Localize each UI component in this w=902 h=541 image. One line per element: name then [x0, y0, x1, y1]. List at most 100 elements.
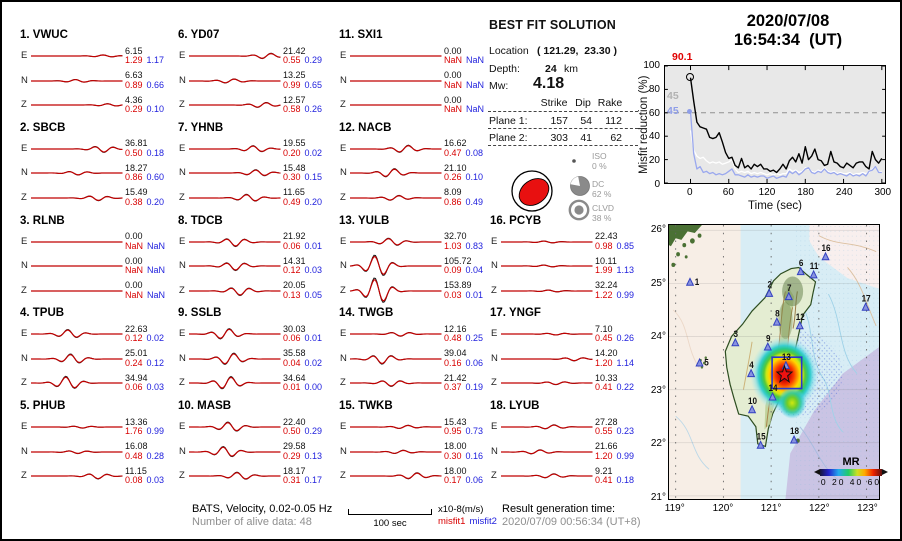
- misfit-values: NaN NaN: [125, 265, 169, 276]
- waveform-trace: [189, 471, 281, 480]
- observed-waveform: [349, 277, 442, 303]
- station-label: 11. SXI1: [339, 29, 383, 41]
- misfit1-value: 0.16: [444, 357, 462, 368]
- component-label: E: [179, 421, 186, 433]
- channel-values: 13.25 0.99 0.65: [281, 69, 327, 91]
- waveform-trace: [188, 376, 281, 390]
- peak-amplitude: 6.63: [125, 70, 143, 80]
- station-block-yngf: 17. YNGF E 7.10 0.45 0.26 N 14.20 1.20 1.14 Z 10.3…: [488, 307, 640, 399]
- peak-amplitude: 36.81: [125, 138, 148, 149]
- channel-values: 22.63 0.12 0.02: [123, 322, 169, 344]
- peak-amplitude: 22.40: [283, 416, 306, 427]
- station-block-tdcb: 8. TDCB E 21.92 0.06 0.01 N 14.31 0.12 0.03 Z 20.0…: [176, 215, 328, 307]
- station-number-label: 10: [748, 396, 757, 407]
- misfit1-value: 1.29: [125, 55, 143, 65]
- misfit-y-axis-label: Misfit reduction (%): [638, 75, 650, 174]
- plane2-label: Plane 2:: [489, 132, 528, 144]
- station-waveform-grid: 1. VWUC E 6.15 1.29 1.17 N 6.63 0.89 0.66 Z 4.36 0.…: [2, 2, 664, 502]
- colorbar-ticks: 0 20 40 60: [820, 477, 882, 487]
- station-block-yulb: 13. YULB E 32.70 1.03 0.83 N 105.72 0.09 0.04 Z 15…: [337, 215, 489, 307]
- channel-values: 34.94 0.06 0.03: [123, 371, 169, 393]
- misfit2-value: 0.60: [146, 172, 165, 183]
- waveform-row-z: Z 4.36 0.29 0.10: [18, 93, 170, 118]
- waveform-row-e: E 22.43 0.98 0.85: [488, 230, 640, 255]
- channel-values: 32.24 1.22 0.99: [593, 279, 639, 301]
- y-tick-label: 40: [648, 131, 660, 143]
- misfit1-value: 0.50: [125, 147, 143, 158]
- start-marker-blue-dot-icon: [687, 108, 693, 114]
- location-value: ( 121.29, 23.30 ): [537, 45, 617, 57]
- synthetic-waveform: [31, 171, 123, 176]
- waveform-trace: [31, 473, 123, 480]
- channel-values: 15.48 0.30 0.15: [281, 161, 327, 183]
- channel-values: 0.00 NaN NaN: [123, 230, 169, 252]
- misfit-values: NaN NaN: [125, 289, 169, 301]
- map-lat-label: 25°: [650, 277, 666, 289]
- series-blue-curve: [691, 112, 882, 179]
- station-marker-1: 1: [687, 277, 700, 288]
- peak-amplitude: 21.42: [444, 372, 467, 383]
- synthetic-waveform: [188, 377, 281, 390]
- peak-amplitude: 10.33: [595, 372, 618, 383]
- series-black-curve: [691, 78, 882, 173]
- misfit1-value: 0.37: [444, 382, 462, 393]
- synthetic-waveform: [189, 472, 281, 480]
- channel-values: 39.04 0.16 0.06: [442, 347, 488, 369]
- synthetic-waveform: [501, 473, 593, 479]
- misfit2-value: 0.29: [304, 55, 323, 65]
- channel-values: 19.55 0.20 0.02: [281, 137, 327, 159]
- peak-amplitude: 16.62: [444, 138, 467, 149]
- channel-values: 29.58 0.29 0.13: [281, 440, 327, 462]
- misfit-x-axis-label: Time (sec): [748, 200, 802, 212]
- misfit1-value: 0.58: [283, 104, 301, 114]
- misfit-values: 0.06 0.01: [283, 334, 327, 344]
- peak-amplitude: 0.00: [125, 255, 143, 266]
- component-label: Z: [21, 470, 27, 482]
- channel-values: 30.03 0.06 0.01: [281, 322, 327, 344]
- component-label: Z: [491, 470, 497, 482]
- misfit-values: NaN NaN: [125, 241, 169, 252]
- peak-amplitude: 30.03: [283, 323, 306, 334]
- alive-data-count: Number of alive data: 48: [192, 516, 312, 528]
- peak-amplitude: 21.66: [595, 441, 618, 452]
- iso-label: ISO 0 %: [592, 151, 607, 171]
- waveform-row-z: Z 18.17 0.31 0.17: [176, 464, 328, 489]
- misfit1-value: 0.06: [125, 382, 143, 393]
- waveform-trace: [350, 237, 442, 246]
- station-triangle-icon: [687, 278, 694, 285]
- misfit-values: 0.20 0.02: [283, 148, 327, 159]
- misfit2-value: 0.00: [304, 382, 323, 393]
- y-tick-label: 0: [654, 179, 660, 190]
- waveform-trace: [189, 193, 281, 202]
- misfit2-value: 0.29: [304, 426, 323, 437]
- synthetic-waveform: [189, 145, 281, 152]
- synthetic-waveform: [501, 289, 593, 292]
- synthetic-waveform: [31, 54, 123, 58]
- component-label: E: [491, 421, 498, 433]
- station-label: 4. TPUB: [20, 307, 65, 320]
- waveform-row-z: Z 34.64 0.01 0.00: [176, 371, 328, 396]
- misfit2-value: 0.25: [465, 333, 484, 344]
- waveform-trace: [31, 103, 123, 107]
- map-lat-label: 22°: [650, 438, 666, 450]
- waveform-row-z: Z 32.24 1.22 0.99: [488, 279, 640, 304]
- station-triangle-icon: [764, 343, 771, 350]
- misfit1-value: NaN: [125, 265, 144, 276]
- synthetic-waveform: [31, 353, 123, 363]
- station-marker-15: 15: [757, 431, 766, 448]
- synthetic-waveform: [189, 422, 281, 432]
- misfit1-value: 0.29: [283, 450, 301, 461]
- component-label: N: [491, 260, 498, 272]
- col-header-strike: Strike: [540, 97, 568, 109]
- station-block-vwuc: 1. VWUC E 6.15 1.29 1.17 N 6.63 0.89 0.66 Z 4.36 0.…: [18, 29, 170, 121]
- synthetic-waveform: [31, 425, 123, 429]
- component-label: E: [340, 142, 347, 154]
- synthetic-waveform: [501, 333, 593, 336]
- waveform-row-e: E 0.00 NaN NaN: [18, 230, 170, 255]
- map-lon-label: 123°: [857, 503, 878, 514]
- channel-values: 153.89 0.03 0.01: [442, 279, 488, 301]
- misfit-values: 0.98 0.85: [595, 241, 639, 252]
- peak-amplitude: 8.09: [444, 187, 462, 198]
- misfit1-value: NaN: [125, 289, 144, 300]
- misfit-values: 0.04 0.02: [283, 358, 327, 369]
